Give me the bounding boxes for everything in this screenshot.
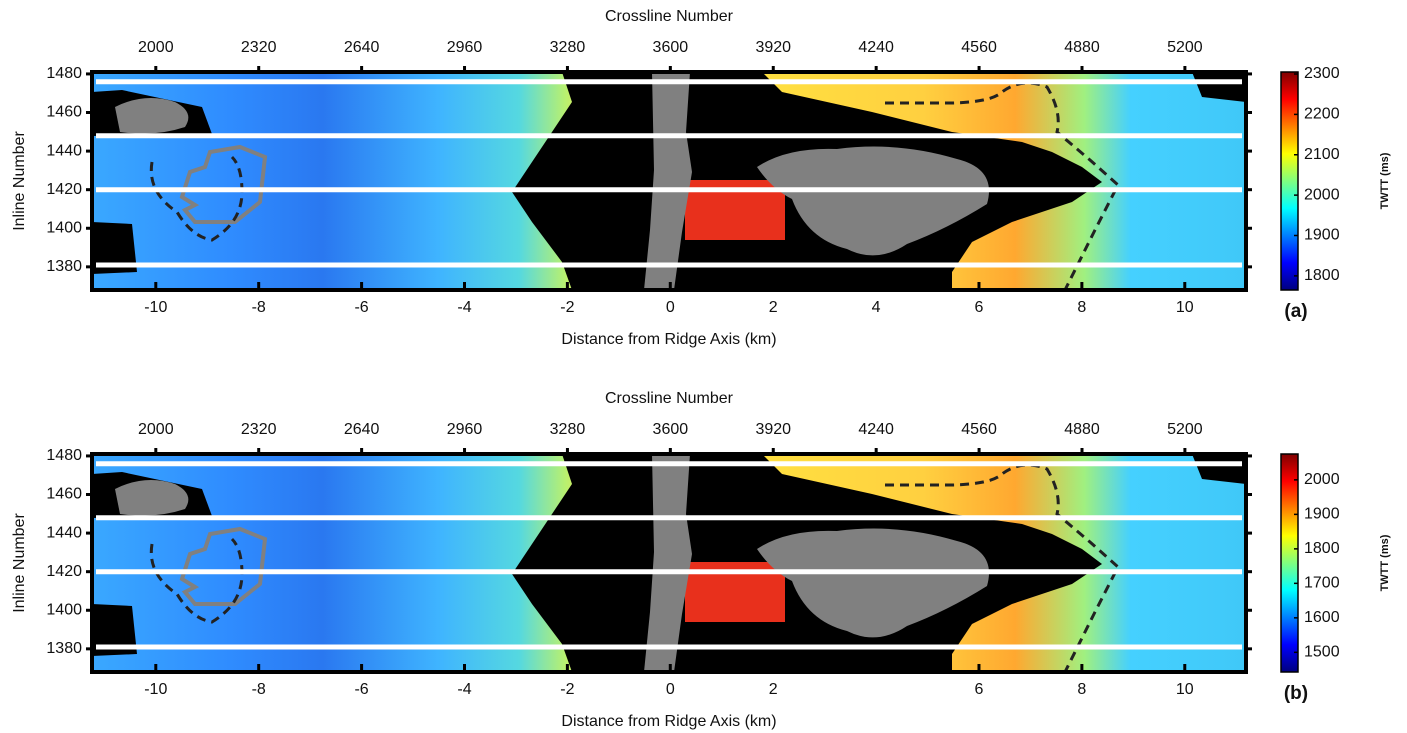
panel-label: (b)	[1284, 683, 1308, 704]
x2-tick-label: 2000	[138, 39, 174, 56]
y-tick-label: 1420	[46, 563, 82, 580]
x-tick-label: 0	[666, 299, 675, 316]
x2-tick-label: 5200	[1167, 39, 1203, 56]
y-axis-label: Inline Number	[11, 513, 28, 613]
y-tick-label: 1460	[46, 486, 82, 503]
x-tick-label: 4	[872, 299, 881, 316]
colorbar-tick-label: 1900	[1304, 506, 1340, 523]
x-tick-label: -2	[560, 681, 574, 698]
x-tick-label: 6	[975, 299, 984, 316]
colorbar-tick-label: 2000	[1304, 186, 1340, 203]
colorbar-tick-label: 2000	[1304, 471, 1340, 488]
y-axis-label: Inline Number	[11, 131, 28, 231]
x2-tick-label: 2640	[344, 421, 380, 438]
x2-tick-label: 3280	[550, 421, 586, 438]
x2-tick-label: 3280	[550, 39, 586, 56]
y-tick-label: 1400	[46, 219, 82, 236]
x-axis-label: Distance from Ridge Axis (km)	[561, 713, 776, 730]
x-tick-label: -6	[354, 681, 368, 698]
colorbar-tick-label: 1900	[1304, 227, 1340, 244]
x-tick-label: -8	[252, 299, 266, 316]
x-tick-label: 2	[769, 299, 778, 316]
x2-tick-label: 3920	[755, 39, 791, 56]
x2-tick-label: 4560	[961, 421, 997, 438]
panel-label: (a)	[1284, 301, 1307, 322]
x-tick-label: 8	[1077, 299, 1086, 316]
colorbar-tick-label: 2200	[1304, 106, 1340, 123]
colorbar-tick-label: 1700	[1304, 575, 1340, 592]
x-tick-label: 10	[1176, 681, 1194, 698]
y-tick-label: 1420	[46, 181, 82, 198]
x2-tick-label: 4240	[858, 421, 894, 438]
colorbar-tick-label: 1800	[1304, 267, 1340, 284]
x2-tick-label: 2320	[241, 39, 277, 56]
x-tick-label: 2	[769, 681, 778, 698]
x2-tick-label: 4880	[1064, 421, 1100, 438]
x2-tick-label: 4560	[961, 39, 997, 56]
x2-axis-label: Crossline Number	[605, 390, 734, 407]
x-tick-label: -10	[144, 299, 167, 316]
x-tick-label: -6	[354, 299, 368, 316]
x2-tick-label: 2960	[447, 421, 483, 438]
x-tick-label: 8	[1077, 681, 1086, 698]
map-image	[92, 454, 1246, 672]
x-tick-label: -10	[144, 681, 167, 698]
x2-tick-label: 3600	[653, 421, 689, 438]
y-tick-label: 1400	[46, 601, 82, 618]
x2-tick-label: 4880	[1064, 39, 1100, 56]
y-tick-label: 1380	[46, 640, 82, 657]
x-tick-label: -8	[252, 681, 266, 698]
x2-tick-label: 2960	[447, 39, 483, 56]
x-tick-label: -2	[560, 299, 574, 316]
colorbar-tick-label: 2300	[1304, 65, 1340, 82]
x2-tick-label: 5200	[1167, 421, 1203, 438]
x-tick-label: 0	[666, 681, 675, 698]
y-tick-label: 1440	[46, 524, 82, 541]
x2-tick-label: 4240	[858, 39, 894, 56]
x2-axis-label: Crossline Number	[605, 8, 734, 25]
colorbar-tick-label: 1500	[1304, 644, 1340, 661]
x2-tick-label: 2000	[138, 421, 174, 438]
y-tick-label: 1480	[46, 447, 82, 464]
x2-tick-label: 2640	[344, 39, 380, 56]
colorbar-tick-label: 1800	[1304, 540, 1340, 557]
colorbar	[1280, 71, 1299, 291]
x-tick-label: -4	[457, 299, 471, 316]
x2-tick-label: 3600	[653, 39, 689, 56]
x-tick-label: -4	[457, 681, 471, 698]
y-tick-label: 1480	[46, 65, 82, 82]
y-tick-label: 1380	[46, 258, 82, 275]
colorbar-label: TWTT (ms)	[1379, 534, 1391, 591]
x2-tick-label: 3920	[755, 421, 791, 438]
x2-tick-label: 2320	[241, 421, 277, 438]
y-tick-label: 1460	[46, 104, 82, 121]
colorbar-tick-label: 1600	[1304, 609, 1340, 626]
colorbar	[1280, 453, 1299, 673]
colorbar-label: TWTT (ms)	[1379, 152, 1391, 209]
x-tick-label: 6	[975, 681, 984, 698]
colorbar-tick-label: 2100	[1304, 146, 1340, 163]
x-axis-label: Distance from Ridge Axis (km)	[561, 331, 776, 348]
y-tick-label: 1440	[46, 142, 82, 159]
map-image	[92, 72, 1246, 290]
x-tick-label: 10	[1176, 299, 1194, 316]
